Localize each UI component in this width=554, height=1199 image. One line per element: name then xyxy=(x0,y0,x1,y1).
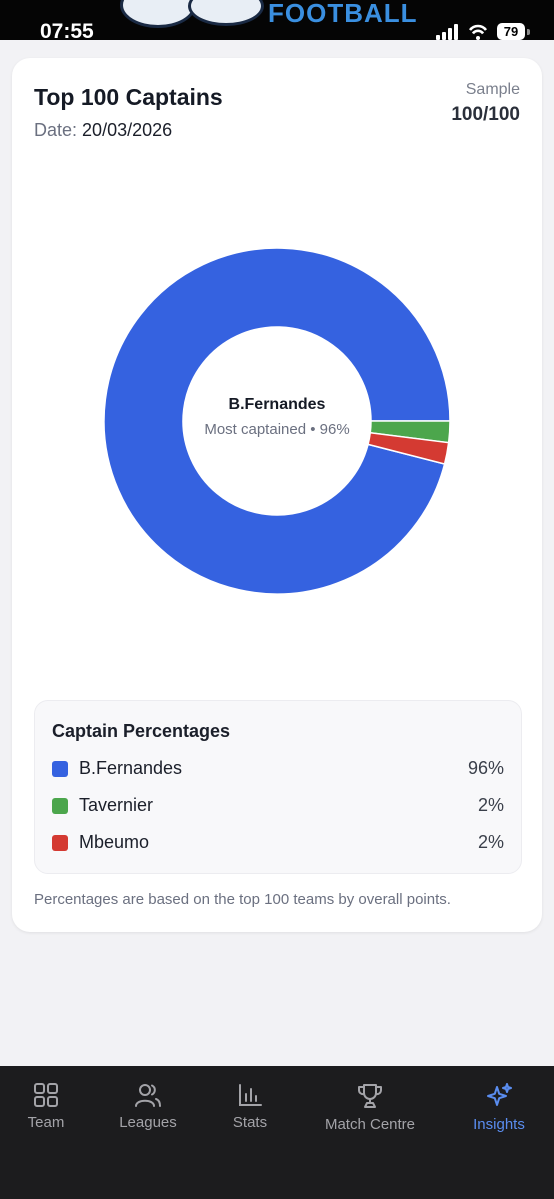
legend-title: Captain Percentages xyxy=(52,721,231,741)
captain-donut-chart xyxy=(103,247,451,595)
date-row: Date: 20/03/2026 xyxy=(34,120,172,141)
nav-label: Match Centre xyxy=(324,1116,416,1133)
chart-center-name: B.Fernandes xyxy=(228,396,326,413)
legend-percentage: 2% xyxy=(477,795,504,815)
sparkles-icon xyxy=(487,1083,512,1106)
grid-icon xyxy=(34,1083,58,1107)
sample-value: 100/100 xyxy=(451,104,520,125)
chart-center-subtitle: Most captained • 96% xyxy=(204,421,350,438)
sample-label: Sample xyxy=(465,81,520,98)
legend-swatch xyxy=(52,798,68,814)
nav-tab-match-centre[interactable]: Match Centre xyxy=(318,1082,422,1133)
bar-chart-icon xyxy=(239,1084,262,1106)
trophy-icon xyxy=(358,1084,382,1108)
page-title: Top 100 Captains xyxy=(34,84,223,110)
status-time: 07:55 xyxy=(40,20,94,40)
cloud-icon xyxy=(188,0,264,26)
battery-indicator: 79 xyxy=(497,23,525,40)
users-icon xyxy=(135,1084,161,1107)
nav-label: Leagues xyxy=(119,1114,177,1131)
footnote: Percentages are based on the top 100 tea… xyxy=(34,891,451,908)
bottom-nav: Team Leagues Stats Match C xyxy=(0,1066,554,1199)
nav-tab-insights[interactable]: Insights xyxy=(466,1082,532,1133)
captain-percentages-legend: Captain Percentages B.Fernandes 96% Tave… xyxy=(34,700,522,874)
banner-title: FOOTBALL xyxy=(268,0,418,28)
date-value: 20/03/2026 xyxy=(82,120,173,140)
legend-swatch xyxy=(52,761,68,777)
nav-label: Stats xyxy=(232,1114,268,1131)
nav-label: Team xyxy=(27,1114,65,1131)
nav-tab-leagues[interactable]: Leagues xyxy=(113,1082,183,1131)
legend-percentage: 96% xyxy=(467,758,504,778)
legend-row-tavernier: Tavernier 2% xyxy=(52,794,504,818)
football-icon xyxy=(120,0,196,28)
legend-swatch xyxy=(52,835,68,851)
legend-player-name: Mbeumo xyxy=(79,832,150,852)
legend-row-b-fernandes: B.Fernandes 96% xyxy=(52,757,504,781)
nav-tab-stats[interactable]: Stats xyxy=(220,1082,280,1131)
battery-tip xyxy=(527,29,530,35)
donut-slice-b-fernandes xyxy=(103,247,451,595)
nav-label: Insights xyxy=(473,1116,525,1133)
date-label: Date: xyxy=(34,120,78,140)
legend-percentage: 2% xyxy=(477,832,504,852)
legend-player-name: Tavernier xyxy=(79,795,154,815)
donut-slice-mbeumo xyxy=(367,431,450,465)
legend-row-mbeumo: Mbeumo 2% xyxy=(52,831,504,855)
legend-player-name: B.Fernandes xyxy=(79,758,183,778)
app-banner-logo: FOOTBALL xyxy=(118,0,418,28)
nav-tab-team[interactable]: Team xyxy=(16,1082,76,1131)
status-bar: FOOTBALL 07:55 79 xyxy=(0,0,554,40)
captains-card: Top 100 Captains Date: 20/03/2026 Sample… xyxy=(12,58,542,932)
signal-wifi-icon xyxy=(436,24,488,40)
